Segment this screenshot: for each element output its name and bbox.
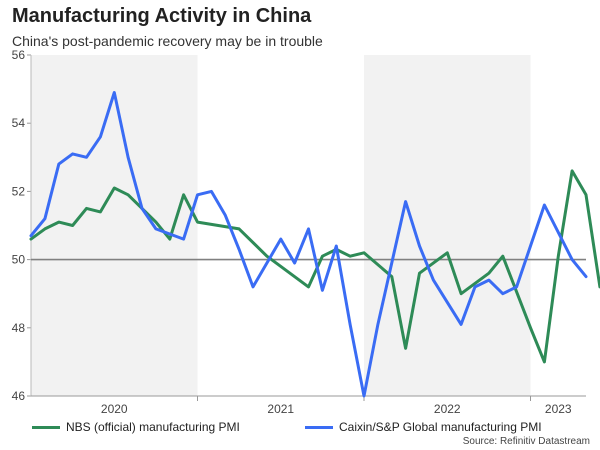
- legend-label-caixin: Caixin/S&P Global manufacturing PMI: [339, 420, 542, 434]
- y-tick-label: 50: [12, 253, 26, 267]
- x-tick-label-2021: 2021: [267, 402, 294, 416]
- series-lines: [29, 91, 600, 398]
- legend-swatch-nbs: [32, 425, 60, 429]
- shade-band-2020: [31, 55, 198, 396]
- source-note: Source: Refinitiv Datastream: [462, 436, 590, 447]
- shaded-year-bands: [31, 55, 531, 396]
- legend-item-caixin: Caixin/S&P Global manufacturing PMI: [305, 420, 542, 434]
- chart-title: Manufacturing Activity in China: [12, 5, 312, 27]
- series-line-nbs: [29, 169, 600, 364]
- legend-label-nbs: NBS (official) manufacturing PMI: [66, 420, 240, 434]
- legend-item-nbs: NBS (official) manufacturing PMI: [32, 420, 240, 434]
- y-tick-label: 56: [12, 48, 26, 62]
- x-tick-label-2023: 2023: [545, 402, 572, 416]
- y-tick-label: 48: [12, 321, 26, 335]
- x-axis: 2020 2021 2022 2023: [31, 395, 586, 416]
- shade-band-2022: [364, 55, 531, 396]
- legend-swatch-caixin: [305, 425, 333, 429]
- series-line-caixin: [29, 91, 588, 398]
- x-tick-label-2022: 2022: [434, 402, 461, 416]
- chart-subtitle: China's post-pandemic recovery may be in…: [12, 33, 323, 49]
- y-tick-label: 46: [12, 389, 26, 403]
- x-tick-label-2020: 2020: [101, 402, 128, 416]
- y-tick-label: 54: [12, 116, 26, 130]
- y-tick-label: 52: [12, 184, 26, 198]
- y-axis: 46 48 50 52 54 56: [12, 48, 586, 403]
